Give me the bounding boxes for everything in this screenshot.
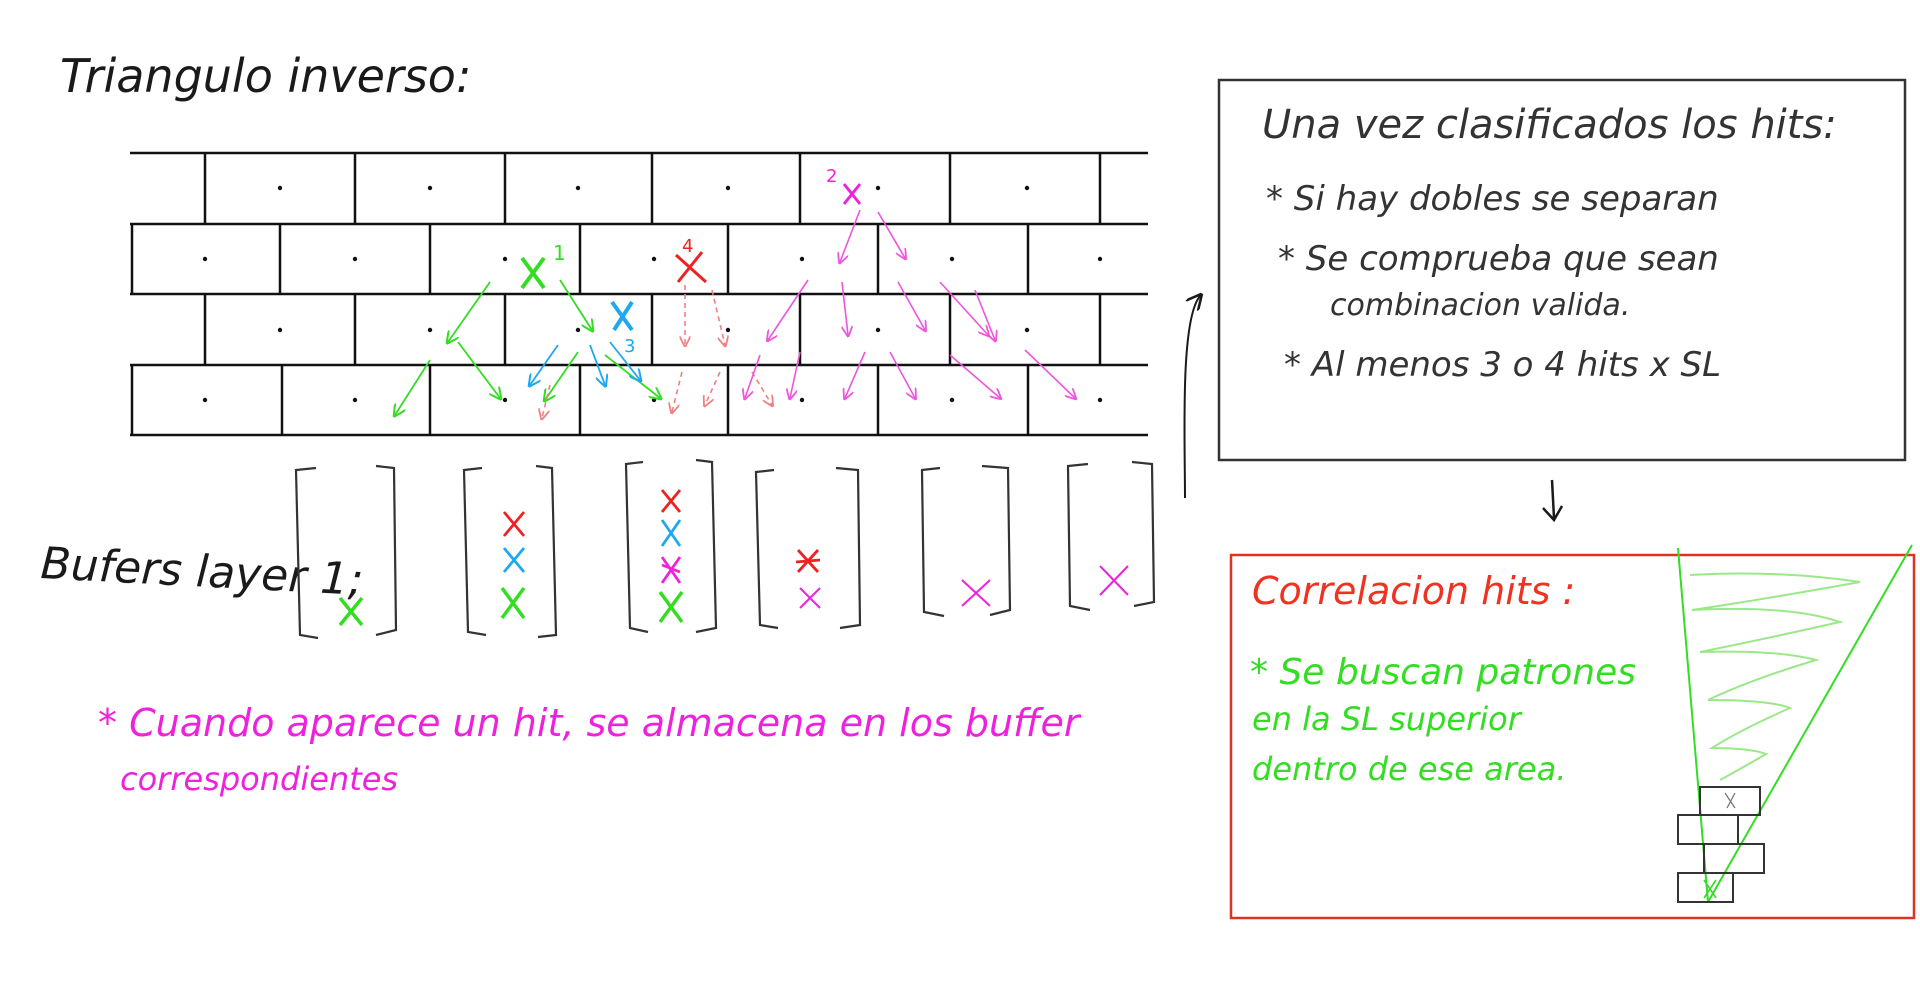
red-arrows <box>542 285 772 418</box>
hit-2 <box>842 183 862 205</box>
correlation-item-1: * Se buscan patrones <box>1250 652 1636 693</box>
buffer-4-hits <box>795 549 821 609</box>
classification-item-1: * Si hay dobles se separan <box>1266 179 1719 219</box>
buffer-6-hits <box>1099 565 1129 596</box>
hit-number-2: 2 <box>826 166 837 187</box>
hit-1 <box>520 256 546 290</box>
note-line-1: * Cuando aparece un hit, se almacena en … <box>98 701 1082 745</box>
buffer-2-hits <box>500 511 526 620</box>
correlation-title: Correlacion hits : <box>1252 569 1575 613</box>
classification-title: Una vez clasificados los hits: <box>1262 102 1837 148</box>
hit-4 <box>674 251 708 284</box>
classification-item-3: combinacion valida. <box>1330 288 1630 323</box>
classification-item-4: * Al menos 3 o 4 hits x SL <box>1284 345 1721 385</box>
diagram-title: Triangulo inverso: <box>60 49 471 103</box>
buffer-1-hits <box>338 596 364 627</box>
hit-number-1: 1 <box>553 241 566 265</box>
magenta-arrows <box>745 209 1075 398</box>
hit-number-3: 3 <box>624 336 635 357</box>
down-arrow <box>1542 479 1564 523</box>
hit-number-4: 4 <box>682 236 693 257</box>
hit-3 <box>610 300 634 332</box>
layer-grid <box>130 151 1148 437</box>
correlation-cone <box>1677 544 1913 903</box>
classification-item-2: * Se comprueba que sean <box>1278 239 1719 279</box>
correlation-box <box>1229 553 1916 920</box>
correlation-item-2: en la SL superior <box>1252 700 1523 738</box>
classification-box <box>1217 78 1907 462</box>
buffer-5-hits <box>961 579 991 607</box>
buffers-label: Bufers layer 1; <box>39 538 364 606</box>
buffer-brackets <box>294 458 1156 640</box>
blue-arrows <box>530 341 640 385</box>
correlation-mini-grid <box>1677 786 1765 903</box>
green-arrows <box>395 279 660 415</box>
note-line-2: correspondientes <box>120 760 398 798</box>
buffer-3-hits <box>658 489 684 624</box>
correlation-item-3: dentro de ese area. <box>1252 750 1566 788</box>
connector-arrow <box>1183 296 1200 499</box>
